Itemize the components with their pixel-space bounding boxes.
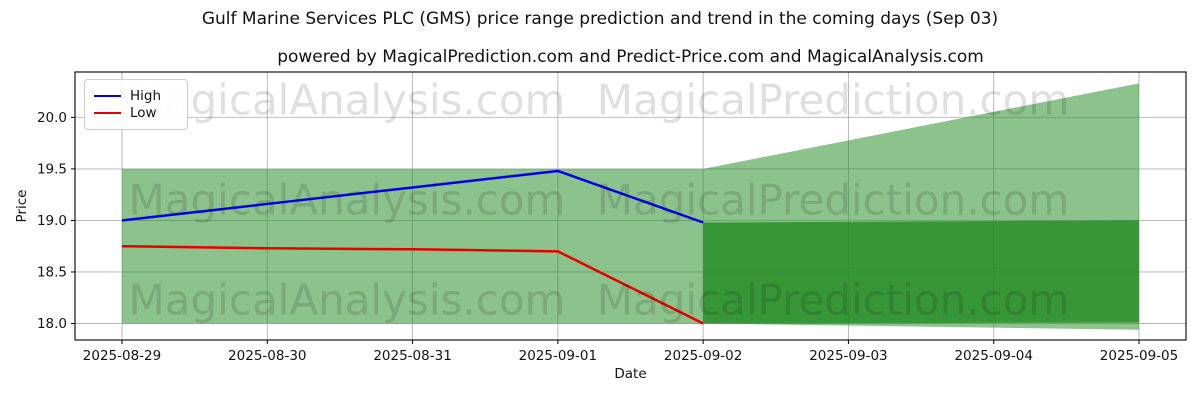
y-tick-label: 19.0	[37, 213, 67, 229]
y-axis-label: Price	[14, 189, 30, 223]
legend-entry-high: High	[94, 88, 177, 104]
y-tick-label: 18.5	[37, 264, 67, 280]
axes-border	[74, 71, 1187, 341]
x-tick-label: 2025-08-29	[83, 348, 161, 364]
high-line-swatch	[94, 94, 121, 98]
x-axis-label: Date	[614, 366, 647, 382]
x-tick-label: 2025-09-02	[664, 348, 742, 364]
legend-label-high: High	[130, 88, 162, 104]
y-tick-label: 20.0	[37, 110, 67, 126]
low-line	[121, 244, 704, 325]
chart-legend: High Low	[84, 79, 188, 130]
legend-entry-low: Low	[94, 105, 177, 121]
chart-subtitle: powered by MagicalPrediction.com and Pre…	[277, 47, 984, 67]
x-tick-label: 2025-09-05	[1100, 348, 1178, 364]
observed-range-band	[122, 168, 704, 324]
forecast-range-band	[703, 220, 1139, 324]
y-tick-label: 18.0	[37, 316, 67, 332]
x-tick-label: 2025-08-31	[373, 348, 451, 364]
y-tick-label: 19.5	[37, 161, 67, 177]
x-tick-label: 2025-09-03	[809, 348, 887, 364]
low-line-swatch	[94, 111, 121, 115]
x-tick-label: 2025-08-30	[228, 348, 306, 364]
legend-label-low: Low	[130, 105, 157, 121]
high-line	[121, 169, 704, 224]
x-tick-label: 2025-09-01	[519, 348, 597, 364]
chart-title: Gulf Marine Services PLC (GMS) price ran…	[201, 9, 999, 29]
x-tick-label: 2025-09-04	[954, 348, 1032, 364]
